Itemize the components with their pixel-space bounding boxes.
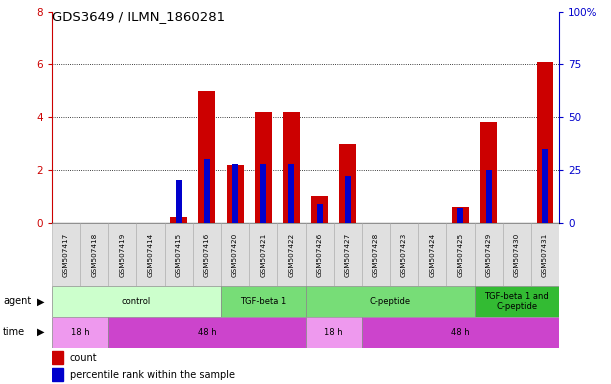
Bar (199, 91, 215, 223)
Text: GSM507423: GSM507423 (401, 232, 407, 276)
Bar (221, 286, 306, 317)
Bar (255, 112, 272, 223)
Text: ▶: ▶ (37, 296, 44, 306)
Bar (204, 159, 210, 223)
Bar (136, 223, 164, 286)
Text: control: control (122, 297, 151, 306)
Bar (288, 164, 295, 223)
Text: GSM507419: GSM507419 (119, 232, 125, 276)
Text: GSM507418: GSM507418 (91, 232, 97, 276)
Text: GSM507425: GSM507425 (458, 232, 464, 276)
Bar (503, 223, 531, 286)
Text: 48 h: 48 h (197, 328, 216, 337)
Bar (221, 223, 249, 286)
Bar (52, 286, 221, 317)
Bar (390, 223, 418, 286)
Text: GSM507428: GSM507428 (373, 232, 379, 276)
Bar (108, 223, 136, 286)
Bar (316, 204, 323, 223)
Text: GSM507424: GSM507424 (430, 232, 435, 276)
Bar (458, 208, 463, 223)
Bar (306, 317, 362, 348)
Text: 18 h: 18 h (324, 328, 343, 337)
Bar (227, 165, 244, 223)
Bar (52, 223, 80, 286)
Text: 18 h: 18 h (71, 328, 89, 337)
Bar (283, 112, 300, 223)
Bar (542, 149, 548, 223)
Bar (311, 196, 328, 223)
Bar (176, 180, 181, 223)
Bar (52, 317, 108, 348)
Bar (447, 223, 475, 286)
Bar (52, 351, 63, 364)
Bar (170, 217, 187, 223)
Bar (164, 223, 193, 286)
Text: GSM507430: GSM507430 (514, 232, 520, 276)
Bar (260, 164, 266, 223)
Text: ▶: ▶ (37, 327, 44, 337)
Bar (306, 223, 334, 286)
Text: GSM507417: GSM507417 (63, 232, 69, 276)
Text: GSM507414: GSM507414 (147, 232, 153, 276)
Bar (232, 164, 238, 223)
Text: GSM507421: GSM507421 (260, 232, 266, 276)
Bar (480, 122, 497, 223)
Text: GSM507422: GSM507422 (288, 232, 295, 276)
Bar (52, 368, 63, 381)
Text: GDS3649 / ILMN_1860281: GDS3649 / ILMN_1860281 (52, 10, 225, 23)
Text: GSM507426: GSM507426 (316, 232, 323, 276)
Bar (362, 223, 390, 286)
Text: GSM507420: GSM507420 (232, 232, 238, 276)
Text: GSM507427: GSM507427 (345, 232, 351, 276)
Bar (452, 207, 469, 223)
Text: GSM507431: GSM507431 (542, 232, 548, 276)
Text: GSM507416: GSM507416 (204, 232, 210, 276)
Text: TGF-beta 1 and
C-peptide: TGF-beta 1 and C-peptide (485, 292, 549, 311)
Text: GSM507429: GSM507429 (486, 232, 492, 276)
Text: GSM507415: GSM507415 (176, 232, 181, 276)
Text: 48 h: 48 h (451, 328, 470, 337)
Bar (362, 317, 559, 348)
Bar (486, 170, 492, 223)
Bar (277, 223, 306, 286)
Bar (531, 223, 559, 286)
Text: count: count (70, 353, 97, 363)
Bar (108, 317, 306, 348)
Text: agent: agent (3, 296, 31, 306)
Bar (339, 144, 356, 223)
Bar (418, 223, 447, 286)
Bar (249, 223, 277, 286)
Bar (475, 223, 503, 286)
Text: TGF-beta 1: TGF-beta 1 (240, 297, 287, 306)
Bar (306, 286, 475, 317)
Text: time: time (3, 327, 25, 337)
Bar (193, 223, 221, 286)
Text: percentile rank within the sample: percentile rank within the sample (70, 370, 235, 380)
Bar (475, 286, 559, 317)
Bar (536, 62, 554, 223)
Bar (334, 223, 362, 286)
Bar (345, 176, 351, 223)
Text: C-peptide: C-peptide (370, 297, 411, 306)
Bar (80, 223, 108, 286)
